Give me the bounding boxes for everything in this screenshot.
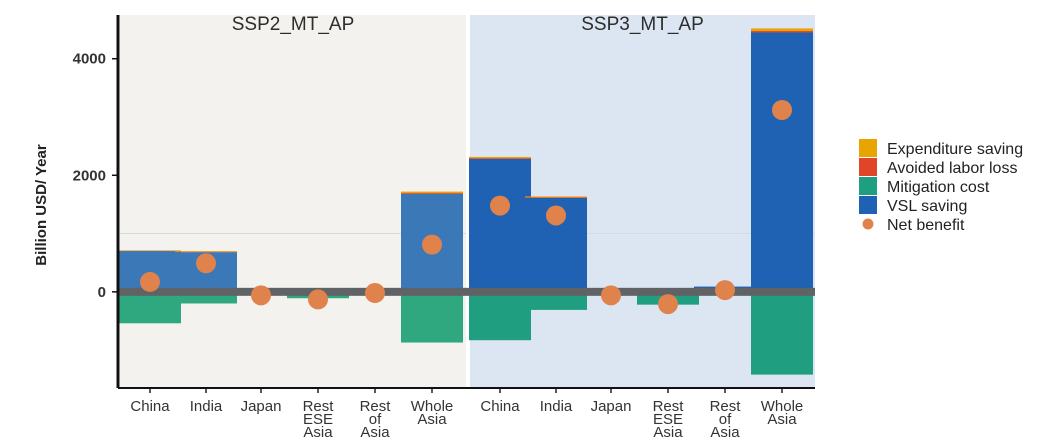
labor-bar (401, 193, 463, 194)
legend-swatch-labor (859, 158, 877, 176)
expenditure-bar (401, 191, 463, 194)
expenditure-bar (751, 28, 813, 32)
legend-label-net: Net benefit (887, 217, 965, 234)
net-benefit-point (251, 285, 271, 306)
x-tick-label: India (540, 398, 573, 415)
axes: China India Japan Rest ESE Asia Rest of Asia Whol… (73, 15, 815, 441)
expenditure-bar (469, 156, 531, 159)
panel-title: SSP2_MT_AP (232, 14, 355, 35)
zero-line (118, 287, 815, 296)
legend-swatch-mitigation (859, 177, 877, 195)
net-benefit-point (772, 99, 792, 120)
net-benefit-point (308, 289, 328, 310)
labor-bar (751, 31, 813, 33)
x-tick-label: Rest ESE Asia (653, 398, 685, 441)
legend-label-vsl: VSL saving (887, 198, 967, 215)
expenditure-bar (525, 196, 587, 198)
x-tick-label: Whole Asia (411, 398, 454, 428)
labor-bar (525, 197, 587, 199)
mitigation-bar (175, 291, 237, 304)
x-tick-label: Japan (591, 398, 632, 415)
legend-swatch-expenditure (859, 139, 877, 157)
net-benefit-point (140, 271, 160, 292)
net-benefit-point (546, 205, 566, 226)
net-benefit-point (715, 280, 735, 301)
x-tick-label: Rest of Asia (710, 398, 742, 441)
x-tick-label: Japan (241, 398, 282, 415)
legend: Expenditure saving Avoided labor loss Miti… (859, 139, 1023, 234)
mitigation-bar (525, 291, 587, 310)
legend-label-expenditure: Expenditure saving (887, 141, 1023, 158)
net-benefit-point (490, 195, 510, 216)
net-benefit-point (365, 283, 385, 304)
mitigation-bar (401, 291, 463, 343)
x-tick-label: China (130, 398, 170, 415)
vsl-bar (751, 32, 813, 292)
mitigation-bar (751, 291, 813, 375)
mitigation-bar (119, 291, 181, 324)
net-benefit-point (422, 234, 442, 255)
y-axis-label: Billion USD/ Year (33, 144, 50, 266)
net-benefit-points (140, 99, 792, 315)
panel-titles: SSP2_MT_AP SSP3_MT_AP (232, 14, 704, 35)
x-tick-label: China (480, 398, 520, 415)
expenditure-bar (175, 251, 237, 252)
net-benefit-point (658, 294, 678, 315)
legend-marker-net (862, 218, 874, 230)
x-tick-label: Rest of Asia (360, 398, 392, 441)
legend-swatch-vsl (859, 196, 877, 214)
mitigation-bar (469, 291, 531, 341)
x-tick-label: Whole Asia (761, 398, 804, 428)
y-tick-label: 2000 (73, 167, 106, 184)
legend-label-mitigation: Mitigation cost (887, 179, 990, 196)
y-tick-label: 4000 (73, 51, 106, 68)
vsl-bar (469, 158, 531, 292)
y-tick-label: 0 (98, 284, 106, 301)
panel-title: SSP3_MT_AP (581, 14, 704, 35)
zero-line (118, 287, 815, 296)
net-benefit-point (196, 253, 216, 274)
panel-backgrounds (120, 15, 815, 388)
net-benefit-point (601, 285, 621, 306)
x-tick-label: India (190, 398, 223, 415)
x-tick-label: Rest ESE Asia (303, 398, 335, 441)
labor-bar (469, 158, 531, 159)
legend-label-labor: Avoided labor loss (887, 160, 1017, 177)
